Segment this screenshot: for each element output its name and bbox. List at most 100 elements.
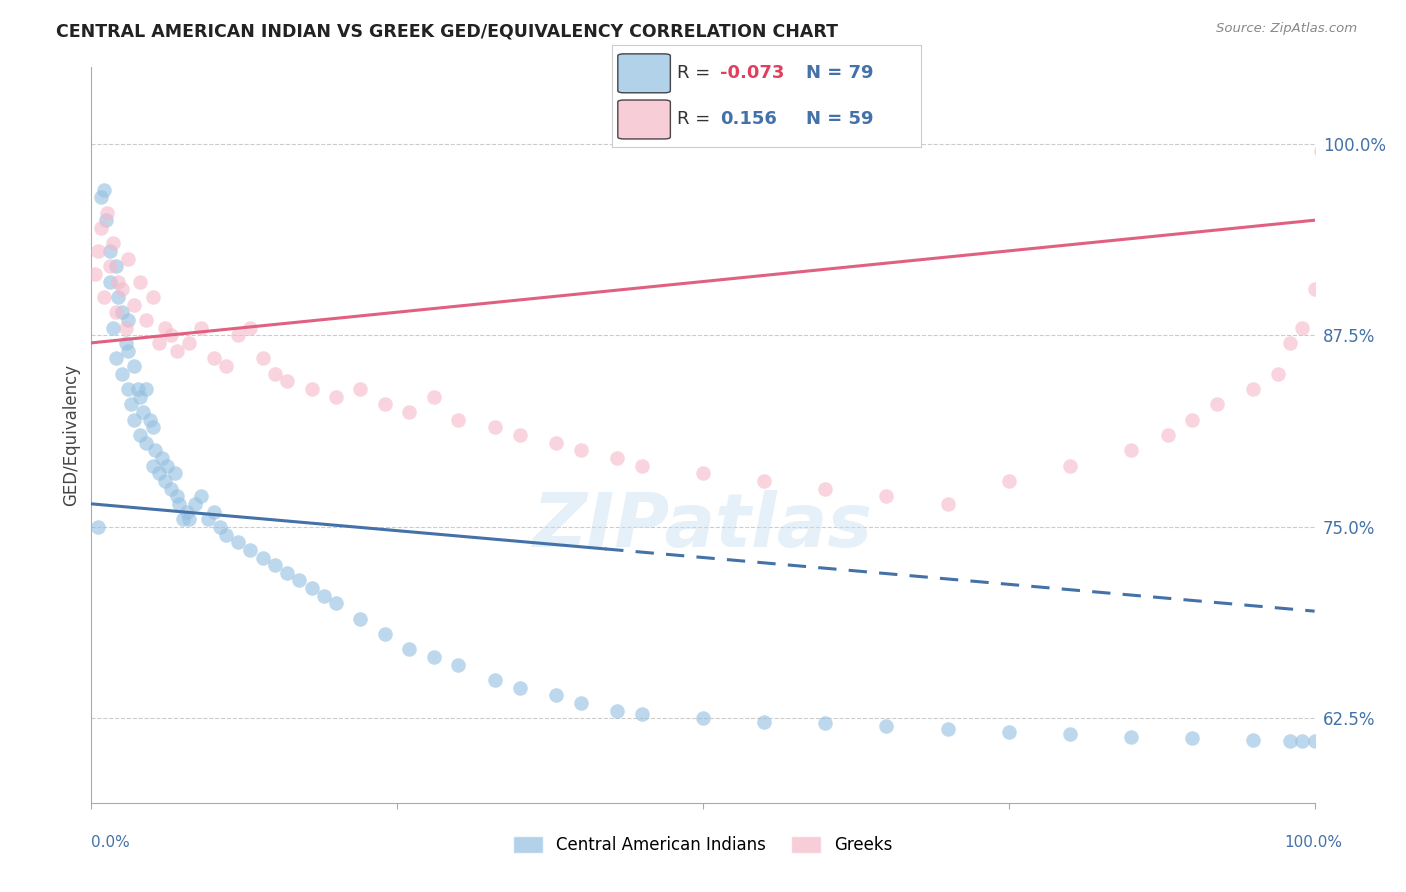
Point (122, 297, 145, 311)
Point (143, 443, 166, 458)
Point (141, 458, 163, 473)
Point (93, 290, 115, 304)
Point (135, 313, 157, 327)
Point (104, 305, 127, 319)
Point (1309, 145, 1331, 159)
Text: N = 59: N = 59 (807, 111, 875, 128)
Point (197, 512, 219, 526)
Point (301, 382, 323, 396)
Y-axis label: GED/Equivalency: GED/Equivalency (62, 364, 80, 506)
Point (349, 382, 371, 396)
Point (1157, 428, 1180, 442)
Point (202, 504, 225, 518)
Point (202, 351, 225, 366)
Text: Source: ZipAtlas.com: Source: ZipAtlas.com (1216, 22, 1357, 36)
Point (129, 428, 152, 442)
Text: R =: R = (676, 64, 716, 82)
Point (875, 489, 898, 503)
Point (90, 220, 112, 235)
Point (1059, 727, 1081, 741)
Point (122, 359, 145, 373)
Point (252, 351, 274, 366)
Point (606, 450, 628, 465)
Point (169, 497, 191, 511)
Point (176, 504, 198, 518)
Point (276, 374, 298, 388)
Point (156, 458, 179, 473)
Point (569, 443, 592, 458)
Point (509, 681, 531, 695)
Point (998, 474, 1021, 488)
Point (190, 489, 212, 503)
Point (276, 566, 298, 580)
Point (117, 343, 139, 358)
Point (325, 597, 347, 611)
Point (264, 367, 287, 381)
Point (163, 466, 186, 480)
Text: 100.0%: 100.0% (1285, 836, 1343, 850)
Point (166, 489, 188, 503)
Point (98, 259, 121, 273)
Point (484, 420, 506, 434)
Point (692, 711, 714, 725)
Point (606, 704, 628, 718)
Point (301, 581, 323, 595)
Point (398, 642, 420, 657)
Point (1279, 734, 1302, 748)
Point (135, 435, 157, 450)
Point (754, 714, 776, 729)
Point (141, 420, 163, 434)
Point (90, 190, 112, 204)
Point (252, 550, 274, 565)
Point (312, 589, 335, 603)
Point (86, 520, 108, 534)
Point (1181, 412, 1204, 426)
Point (104, 259, 127, 273)
Point (104, 351, 127, 366)
Point (1291, 320, 1313, 334)
Point (153, 474, 176, 488)
Point (936, 497, 959, 511)
Point (184, 497, 207, 511)
Point (122, 412, 145, 426)
Text: 0.156: 0.156 (720, 111, 776, 128)
Point (148, 335, 170, 350)
Point (1205, 397, 1227, 411)
Point (398, 405, 420, 419)
Point (998, 725, 1021, 739)
Point (374, 397, 396, 411)
Point (98, 244, 121, 258)
Point (166, 343, 188, 358)
Point (447, 412, 470, 426)
Point (107, 290, 129, 304)
Point (96, 205, 118, 219)
Point (692, 466, 714, 480)
Point (349, 612, 371, 626)
FancyBboxPatch shape (617, 54, 671, 93)
Point (127, 382, 149, 396)
Text: ZIPatlas: ZIPatlas (533, 491, 873, 564)
Point (546, 435, 568, 450)
Point (423, 390, 446, 404)
Point (814, 482, 837, 496)
Point (239, 542, 262, 557)
Point (423, 650, 446, 665)
Text: R =: R = (676, 111, 721, 128)
Point (172, 512, 194, 526)
Point (160, 328, 183, 343)
Point (936, 723, 959, 737)
Point (239, 320, 262, 334)
Point (103, 320, 125, 334)
Point (94, 213, 117, 227)
Point (132, 405, 155, 419)
Point (569, 696, 592, 710)
Point (114, 335, 136, 350)
Point (1059, 458, 1081, 473)
Point (135, 382, 157, 396)
Point (1303, 282, 1326, 296)
Point (1279, 335, 1302, 350)
Point (179, 335, 201, 350)
Point (208, 520, 231, 534)
Point (631, 706, 654, 721)
Point (120, 397, 142, 411)
